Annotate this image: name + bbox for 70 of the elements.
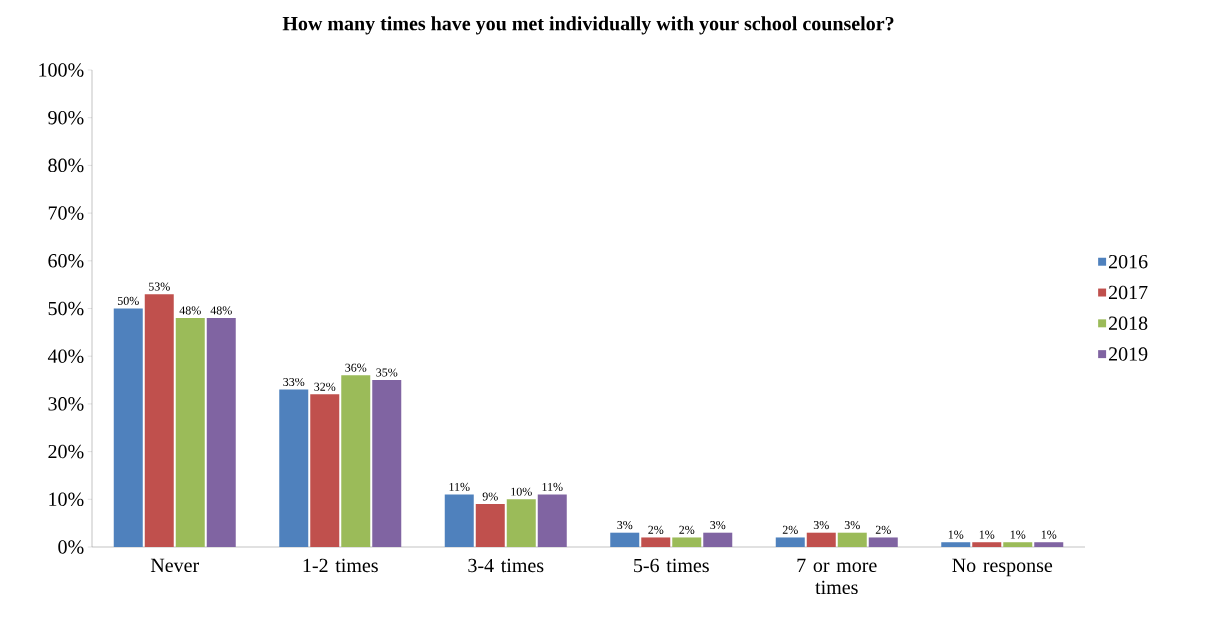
data-label: 48% [179, 306, 201, 315]
bar [1003, 542, 1033, 547]
x-tick-label: Never [150, 558, 199, 573]
bar [506, 499, 536, 547]
data-label: 3% [617, 521, 633, 530]
bar [837, 532, 867, 547]
data-label: 35% [376, 368, 398, 377]
bar [341, 375, 371, 547]
bar [1034, 542, 1064, 547]
data-label: 32% [314, 382, 336, 391]
data-label: 1% [979, 530, 995, 539]
bar [475, 504, 505, 547]
bar [941, 542, 971, 547]
legend-label: 2018 [1108, 316, 1148, 330]
data-label: 48% [210, 306, 232, 315]
y-tick-label: 30% [48, 397, 84, 411]
data-label: 1% [1010, 530, 1026, 539]
data-label: 9% [482, 492, 498, 501]
bar [972, 542, 1002, 547]
x-tick-label: 1-2 times [303, 558, 378, 573]
bar [610, 532, 640, 547]
x-tick-label: No response [952, 558, 1053, 577]
y-tick-label: 20% [48, 444, 84, 459]
bar [672, 537, 702, 547]
y-tick-label: 90% [48, 110, 84, 125]
data-label: 50% [117, 296, 139, 305]
data-label: 3% [813, 521, 829, 530]
y-tick-label: 80% [48, 158, 84, 173]
legend-label: 2017 [1108, 285, 1148, 300]
data-label: 2% [679, 525, 695, 534]
bar [806, 532, 836, 547]
data-label: 11% [449, 482, 470, 491]
y-tick-label: 10% [49, 492, 84, 507]
bar [703, 532, 733, 547]
bar [144, 294, 174, 547]
chart-title: How many times have you met individually with your school counselor? [282, 16, 894, 35]
legend-label: 2019 [1108, 347, 1148, 361]
data-label: 1% [948, 530, 964, 539]
x-tick-label: 3-4 times [468, 558, 544, 573]
data-label: 53% [148, 282, 170, 291]
bar [372, 380, 402, 547]
y-tick-label: 40% [47, 349, 84, 363]
x-tick-label: 5-6 times [634, 558, 709, 573]
data-label: 3% [710, 521, 726, 530]
data-label: 2% [875, 525, 891, 534]
data-label: 11% [542, 482, 563, 491]
data-label: 33% [283, 377, 305, 387]
bar [206, 318, 236, 547]
data-label: 3% [844, 521, 860, 530]
bar [641, 537, 671, 547]
data-label: 1% [1041, 530, 1057, 539]
x-tick-label: 7 or more times [797, 558, 877, 595]
y-tick-label: 0% [58, 540, 84, 554]
bar [444, 494, 474, 547]
bar [113, 308, 143, 547]
y-tick-label: 60% [48, 254, 84, 268]
data-label: 2% [648, 525, 664, 534]
data-label: 10% [511, 487, 532, 496]
bar [310, 394, 340, 547]
y-tick-label: 100% [39, 63, 84, 77]
data-label: 36% [345, 363, 367, 372]
y-tick-label: 50% [48, 301, 84, 316]
bar [775, 537, 805, 547]
legend-label: 2016 [1108, 254, 1148, 269]
data-label: 2% [782, 525, 798, 534]
y-tick-label: 70% [48, 206, 84, 220]
bar [175, 318, 205, 547]
bar [868, 537, 898, 547]
bar [279, 389, 309, 547]
bar [537, 494, 567, 547]
